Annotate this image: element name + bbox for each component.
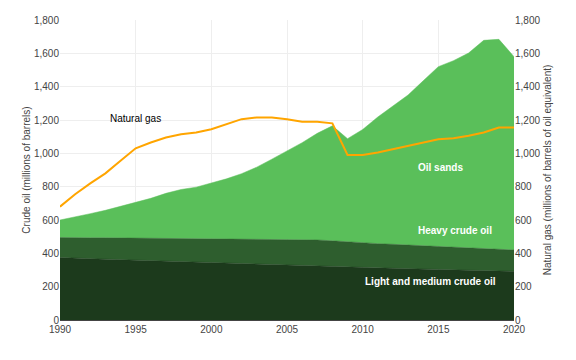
svg-text:Natural gas: Natural gas [110,113,161,124]
svg-text:1,400: 1,400 [515,81,540,92]
svg-text:1,000: 1,000 [515,148,540,159]
svg-text:2000: 2000 [200,324,223,335]
svg-text:1990: 1990 [49,324,72,335]
svg-text:1,800: 1,800 [515,15,540,26]
svg-text:Oil sands: Oil sands [418,162,463,173]
svg-text:2010: 2010 [352,324,375,335]
svg-text:1,800: 1,800 [34,15,59,26]
svg-text:0: 0 [515,315,521,326]
svg-text:Crude oil (millions of barrels: Crude oil (millions of barrels) [21,106,32,233]
svg-text:1,400: 1,400 [34,81,59,92]
svg-text:Light and medium crude oil: Light and medium crude oil [365,276,496,287]
svg-text:800: 800 [515,181,532,192]
svg-text:1,600: 1,600 [34,48,59,59]
svg-text:0: 0 [53,315,59,326]
svg-text:1,200: 1,200 [515,115,540,126]
svg-text:1,200: 1,200 [34,115,59,126]
svg-text:1,000: 1,000 [34,148,59,159]
svg-text:2005: 2005 [276,324,299,335]
svg-text:200: 200 [515,281,532,292]
svg-text:Natural gas (millions of barre: Natural gas (millions of barrels of oil … [542,65,553,276]
svg-text:600: 600 [42,215,59,226]
svg-text:400: 400 [515,248,532,259]
svg-text:200: 200 [42,281,59,292]
svg-text:400: 400 [42,248,59,259]
svg-text:1,600: 1,600 [515,48,540,59]
svg-text:2020: 2020 [503,324,526,335]
svg-text:2015: 2015 [427,324,450,335]
svg-text:Heavy crude oil: Heavy crude oil [418,225,492,236]
svg-text:600: 600 [515,215,532,226]
svg-text:1995: 1995 [125,324,148,335]
svg-text:800: 800 [42,181,59,192]
